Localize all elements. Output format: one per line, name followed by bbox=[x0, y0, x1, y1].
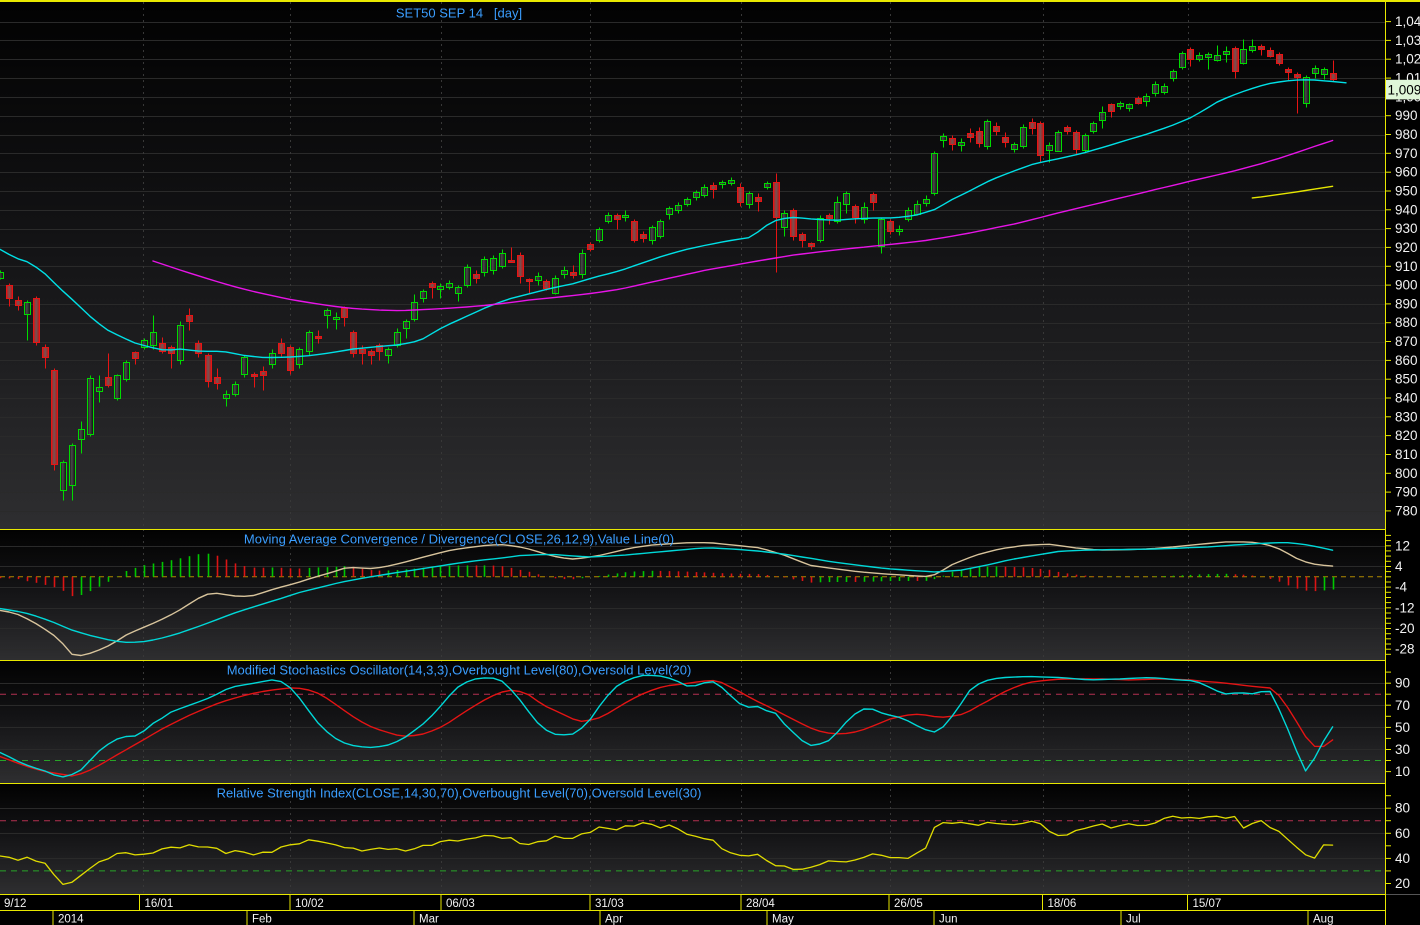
svg-text:870: 870 bbox=[1395, 334, 1418, 349]
svg-text:-4: -4 bbox=[1395, 580, 1407, 595]
svg-text:Jul: Jul bbox=[1126, 914, 1141, 925]
svg-text:910: 910 bbox=[1395, 259, 1418, 274]
svg-text:830: 830 bbox=[1395, 409, 1418, 424]
svg-text:16/01: 16/01 bbox=[145, 898, 174, 910]
svg-text:840: 840 bbox=[1395, 391, 1418, 406]
svg-text:1,030: 1,030 bbox=[1395, 33, 1420, 48]
svg-text:850: 850 bbox=[1395, 372, 1418, 387]
svg-text:-28: -28 bbox=[1395, 642, 1415, 657]
svg-text:18/06: 18/06 bbox=[1048, 898, 1077, 910]
svg-text:70: 70 bbox=[1395, 698, 1410, 713]
svg-text:780: 780 bbox=[1395, 503, 1418, 518]
svg-text:930: 930 bbox=[1395, 221, 1418, 236]
svg-text:-20: -20 bbox=[1395, 621, 1415, 636]
svg-text:Aug: Aug bbox=[1313, 914, 1333, 925]
svg-text:10: 10 bbox=[1395, 764, 1410, 779]
svg-text:30: 30 bbox=[1395, 742, 1410, 757]
svg-text:May: May bbox=[772, 914, 794, 925]
svg-text:90: 90 bbox=[1395, 676, 1410, 691]
svg-text:31/03: 31/03 bbox=[595, 898, 624, 910]
svg-text:28/04: 28/04 bbox=[746, 898, 775, 910]
svg-text:Feb: Feb bbox=[252, 914, 272, 925]
svg-text:-12: -12 bbox=[1395, 600, 1415, 615]
svg-text:Modified Stochastics Oscillato: Modified Stochastics Oscillator(14,3,3),… bbox=[227, 663, 692, 678]
svg-text:800: 800 bbox=[1395, 466, 1418, 481]
svg-text:12: 12 bbox=[1395, 538, 1410, 553]
svg-text:26/05: 26/05 bbox=[894, 898, 923, 910]
svg-text:900: 900 bbox=[1395, 278, 1418, 293]
svg-text:9/12: 9/12 bbox=[4, 898, 26, 910]
svg-text:790: 790 bbox=[1395, 485, 1418, 500]
svg-text:20: 20 bbox=[1395, 876, 1410, 891]
svg-text:1,009.5: 1,009.5 bbox=[1388, 83, 1420, 98]
svg-text:Apr: Apr bbox=[605, 914, 623, 925]
svg-text:950: 950 bbox=[1395, 184, 1418, 199]
svg-text:10/02: 10/02 bbox=[295, 898, 324, 910]
svg-text:Moving Average Convergence / D: Moving Average Convergence / Divergence(… bbox=[244, 532, 674, 547]
svg-text:2014: 2014 bbox=[58, 914, 84, 925]
svg-text:810: 810 bbox=[1395, 447, 1418, 462]
svg-text:Mar: Mar bbox=[419, 914, 439, 925]
svg-text:Relative Strength Index(CLOSE,: Relative Strength Index(CLOSE,14,30,70),… bbox=[217, 786, 702, 801]
svg-text:60: 60 bbox=[1395, 826, 1410, 841]
svg-text:1,020: 1,020 bbox=[1395, 52, 1420, 67]
svg-text:940: 940 bbox=[1395, 202, 1418, 217]
svg-text:960: 960 bbox=[1395, 165, 1418, 180]
svg-text:880: 880 bbox=[1395, 315, 1418, 330]
svg-text:920: 920 bbox=[1395, 240, 1418, 255]
svg-text:970: 970 bbox=[1395, 146, 1418, 161]
svg-text:80: 80 bbox=[1395, 801, 1410, 816]
svg-text:820: 820 bbox=[1395, 428, 1418, 443]
svg-text:06/03: 06/03 bbox=[446, 898, 475, 910]
svg-text:1,040: 1,040 bbox=[1395, 14, 1420, 29]
svg-text:SET50 SEP 14 [day]: SET50 SEP 14 [day] bbox=[396, 6, 522, 21]
svg-text:Jun: Jun bbox=[939, 914, 958, 925]
svg-text:40: 40 bbox=[1395, 851, 1410, 866]
svg-text:890: 890 bbox=[1395, 296, 1418, 311]
svg-text:15/07: 15/07 bbox=[1193, 898, 1222, 910]
svg-text:50: 50 bbox=[1395, 720, 1410, 735]
svg-text:4: 4 bbox=[1395, 559, 1403, 574]
svg-text:990: 990 bbox=[1395, 108, 1418, 123]
svg-text:980: 980 bbox=[1395, 127, 1418, 142]
svg-text:860: 860 bbox=[1395, 353, 1418, 368]
